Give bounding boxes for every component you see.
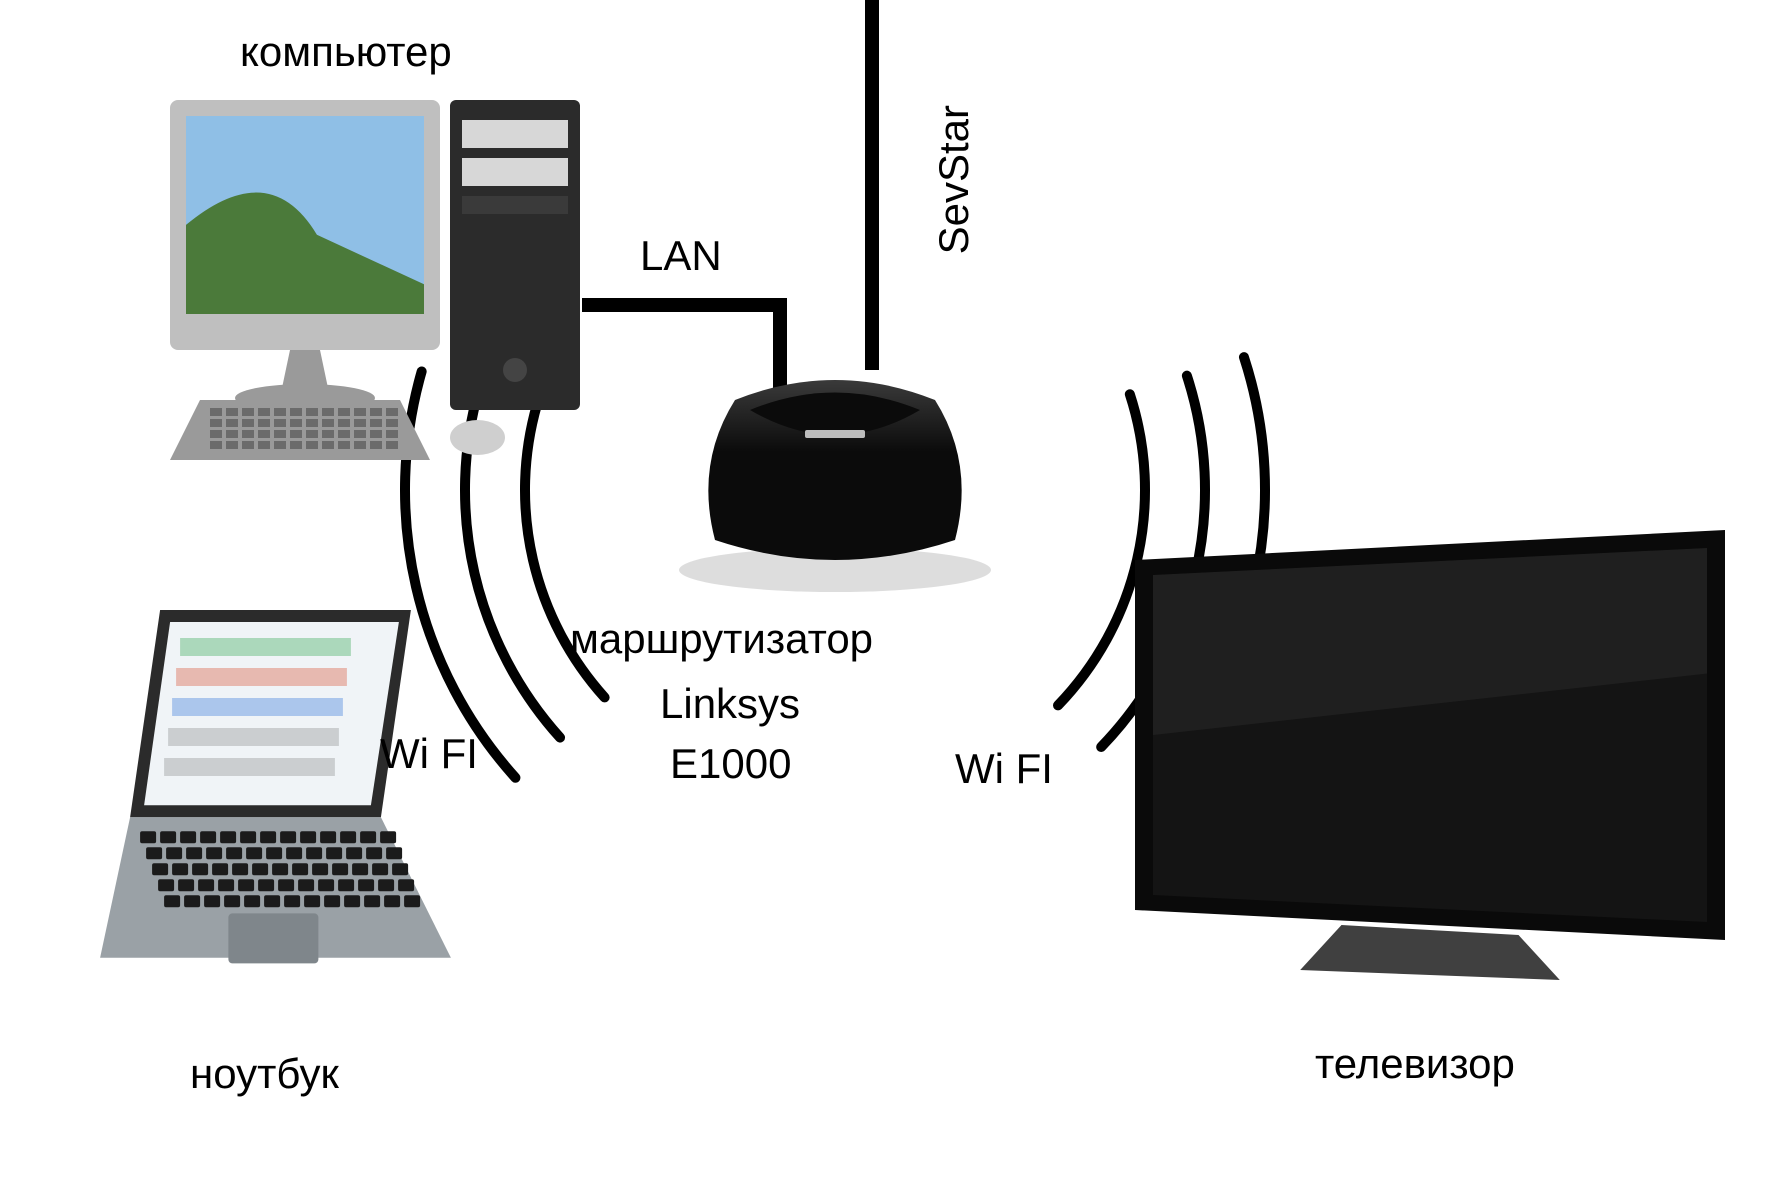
label-router-title: маршрутизатор [570,615,873,663]
network-diagram: компьютер LAN SevStar маршрутизатор Link… [0,0,1772,1181]
label-router-model2: E1000 [670,740,791,788]
label-lan: LAN [640,232,722,280]
label-laptop: ноутбук [190,1050,339,1098]
diagram-svg [0,0,1772,1181]
cable-lan [582,305,780,400]
tv-icon [1135,530,1725,980]
label-wifi-left: Wi FI [380,730,478,778]
label-tv: телевизор [1315,1040,1515,1088]
label-sevstar: SevStar [930,105,978,254]
wifi-arcs-left [405,371,605,777]
laptop-icon [100,610,451,963]
label-router-model1: Linksys [660,680,800,728]
label-computer: компьютер [240,28,452,76]
router-icon [679,380,991,592]
computer-icon [170,100,580,460]
label-wifi-right: Wi FI [955,745,1053,793]
